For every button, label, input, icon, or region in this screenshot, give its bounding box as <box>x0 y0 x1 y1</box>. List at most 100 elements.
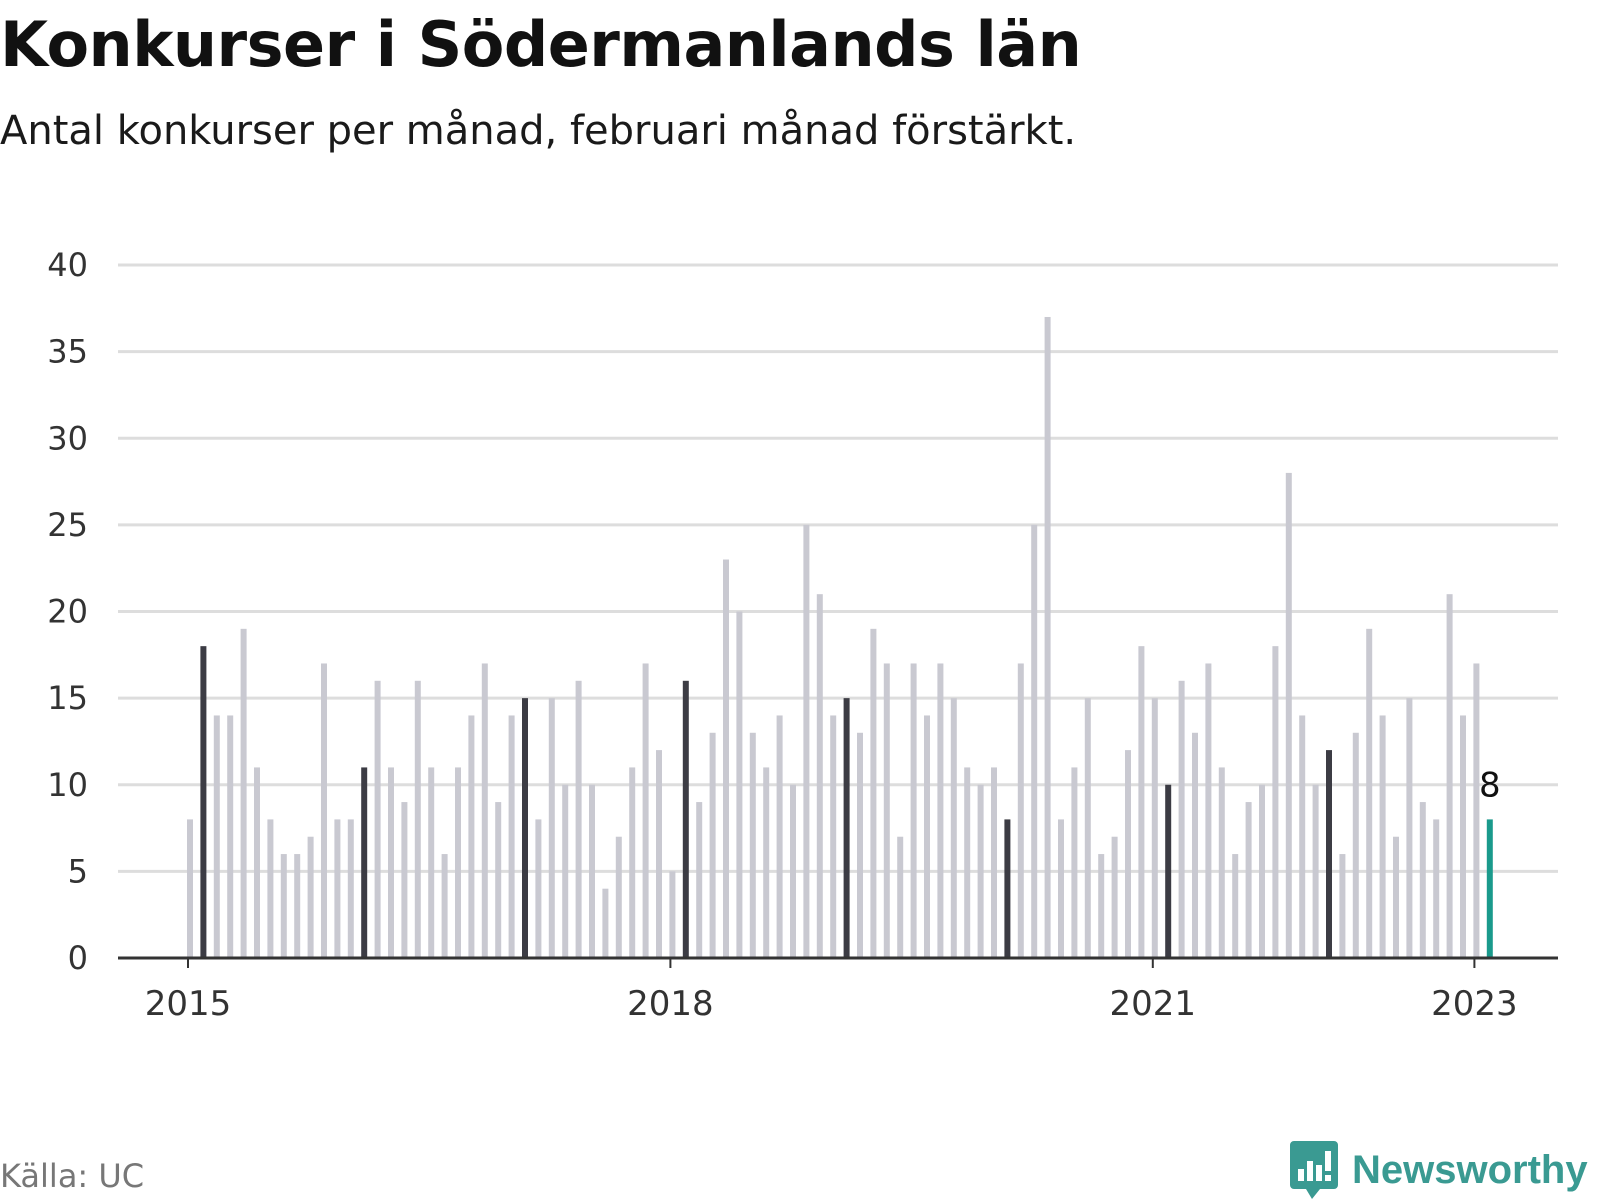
bar <box>790 784 796 958</box>
bar <box>1339 854 1346 958</box>
bar <box>883 663 890 958</box>
bar <box>602 888 609 958</box>
bars <box>187 316 1493 959</box>
bar <box>1192 732 1198 958</box>
bar <box>1406 698 1413 958</box>
bar <box>897 836 904 958</box>
bar <box>187 819 193 958</box>
bar <box>589 784 595 958</box>
bar-chart-speech-bubble-icon <box>1290 1141 1338 1199</box>
bar <box>307 836 314 958</box>
bar <box>1433 819 1440 958</box>
bar <box>696 802 703 958</box>
bar <box>803 524 810 958</box>
bar <box>200 646 207 958</box>
bar <box>347 819 354 958</box>
y-tick-label: 15 <box>47 679 88 717</box>
bar <box>267 819 274 958</box>
bar <box>1419 802 1426 958</box>
y-axis-ticks: 0 5 10 15 20 25 30 35 40 <box>47 246 88 977</box>
bar <box>1312 784 1319 958</box>
bar <box>1071 767 1078 958</box>
bar <box>548 698 555 958</box>
bar <box>736 611 743 958</box>
x-tick-label: 2023 <box>1431 984 1518 1024</box>
bar <box>401 802 408 958</box>
bar <box>374 680 381 958</box>
bar <box>1017 663 1024 958</box>
bar <box>749 732 756 958</box>
bar <box>1379 715 1386 958</box>
bar <box>870 628 877 958</box>
bar <box>481 663 488 958</box>
y-tick-label: 0 <box>68 939 88 977</box>
bar <box>1125 750 1131 958</box>
data-labels: 8 <box>1479 765 1501 805</box>
brand-name: Newsworthy <box>1352 1147 1588 1192</box>
brand-logo[interactable]: Newsworthy <box>1290 1140 1588 1200</box>
bar <box>977 784 984 958</box>
bar <box>1205 663 1212 958</box>
bar <box>924 715 930 958</box>
bar <box>1232 854 1239 958</box>
bar <box>1285 472 1292 958</box>
bar <box>629 767 636 958</box>
bar <box>1151 698 1158 958</box>
gridlines <box>118 263 1558 873</box>
bar <box>776 715 783 958</box>
bar <box>642 663 649 958</box>
bar <box>1299 715 1306 958</box>
bar <box>1218 767 1225 958</box>
bar <box>763 767 770 958</box>
y-tick-label: 20 <box>47 593 88 631</box>
bar <box>1393 836 1399 958</box>
bar <box>857 732 863 958</box>
bar <box>1098 854 1105 958</box>
bar <box>910 663 917 958</box>
bar <box>669 871 676 958</box>
bar <box>1138 646 1145 958</box>
bar <box>388 767 394 958</box>
bar <box>656 750 662 958</box>
bar <box>254 767 260 958</box>
y-tick-label: 5 <box>68 852 88 890</box>
bar <box>213 715 220 958</box>
bar <box>937 663 944 958</box>
bar <box>280 854 287 958</box>
y-tick-label: 30 <box>47 419 88 457</box>
bar <box>414 680 421 958</box>
bar <box>361 767 368 958</box>
bar <box>1259 784 1265 958</box>
bar <box>1111 836 1118 958</box>
bar <box>508 715 515 958</box>
bar <box>575 680 582 958</box>
bar <box>1366 628 1373 958</box>
bar <box>1326 750 1332 958</box>
x-tick-label: 2015 <box>145 984 232 1024</box>
x-tick-label: 2021 <box>1110 984 1197 1024</box>
bar <box>682 680 689 958</box>
bar <box>1084 698 1091 958</box>
chart-title: Konkurser i Södermanlands län <box>0 8 1082 81</box>
x-axis: 2015 2018 2021 2023 <box>118 956 1558 1024</box>
bar <box>240 628 247 958</box>
bar-chart: 0 5 10 15 20 25 30 35 40 2015 2018 2021 2023 8 <box>47 246 1558 1024</box>
bar <box>830 715 837 958</box>
bar <box>1460 715 1466 958</box>
bar <box>1178 680 1185 958</box>
bar <box>441 854 448 958</box>
bar <box>1044 316 1051 959</box>
bar <box>1165 784 1172 958</box>
bar <box>294 854 301 958</box>
bar <box>522 698 528 958</box>
bar <box>321 663 327 958</box>
bar <box>1473 663 1480 958</box>
bar <box>428 767 435 958</box>
bar <box>1272 646 1279 958</box>
bar <box>495 802 502 958</box>
bar <box>1058 819 1064 958</box>
bar <box>843 698 850 958</box>
bar <box>1352 732 1359 958</box>
bar <box>950 698 957 958</box>
bar <box>535 819 542 958</box>
